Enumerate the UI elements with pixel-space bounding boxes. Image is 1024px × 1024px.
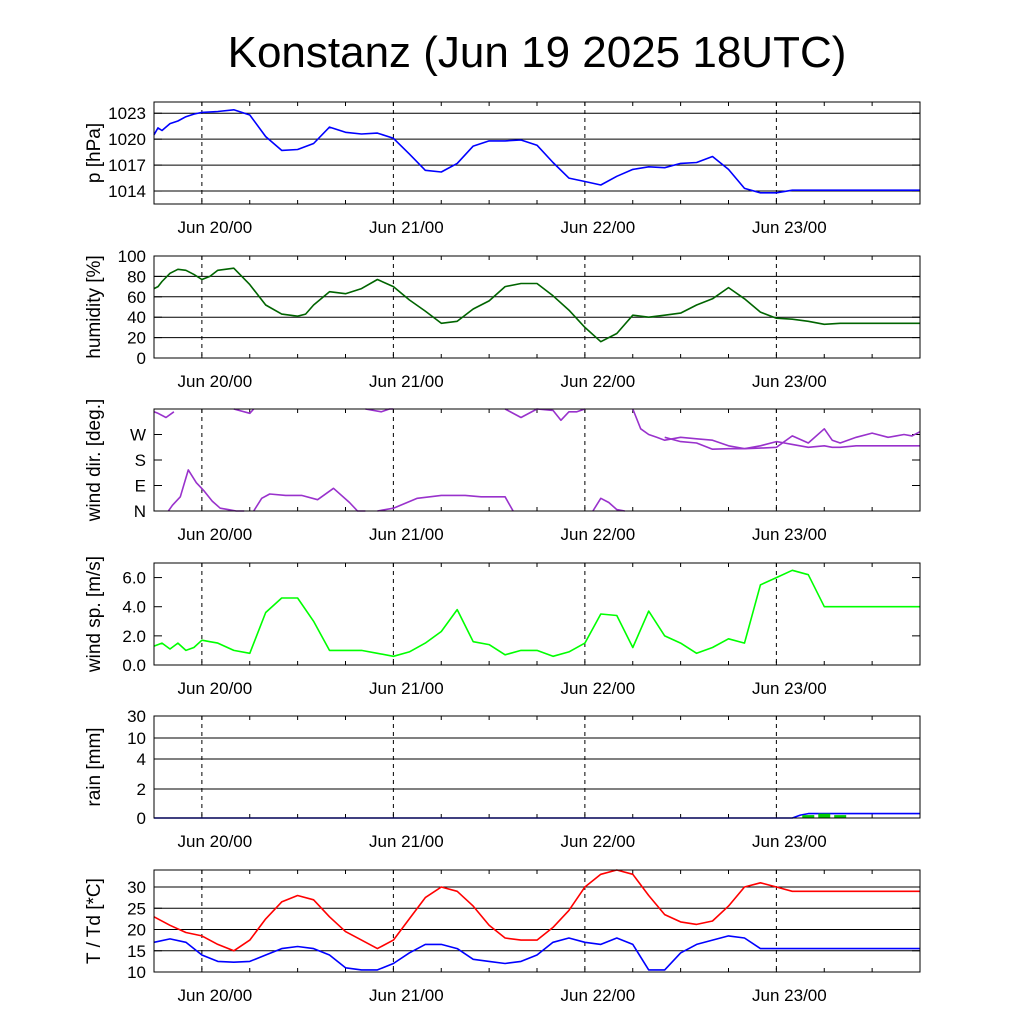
y-tick-label: N xyxy=(134,502,146,521)
series-line-0-0 xyxy=(153,411,175,419)
panel-temperature: 10 15 20 25 30 Jun 20/00 Jun 21/00 Jun 22/00 Jun… xyxy=(84,869,921,1005)
y-tick-label: 1020 xyxy=(108,130,146,149)
x-tick-label: Jun 21/00 xyxy=(369,218,444,237)
y-tick-label: 6.0 xyxy=(122,569,146,588)
y-tick-label: 100 xyxy=(118,247,146,266)
series-line-0-5 xyxy=(377,494,514,512)
x-tick-label: Jun 23/00 xyxy=(752,832,827,851)
x-tick-label: Jun 20/00 xyxy=(178,372,253,391)
x-tick-label: Jun 20/00 xyxy=(178,525,253,544)
x-tick-label: Jun 23/00 xyxy=(752,679,827,698)
rain-bar xyxy=(802,815,815,818)
x-tick-label: Jun 20/00 xyxy=(178,986,253,1005)
y-axis-label: wind dir. [deg.] xyxy=(84,399,105,523)
series-line-1-0 xyxy=(153,935,920,971)
x-tick-label: Jun 22/00 xyxy=(561,372,636,391)
plot-frame xyxy=(153,101,921,205)
series-line-0-8 xyxy=(632,408,920,450)
y-tick-label: E xyxy=(135,477,146,496)
plot-frame xyxy=(153,869,921,973)
rain-bar xyxy=(818,813,831,818)
y-tick-label: 30 xyxy=(127,878,146,897)
x-tick-label: Jun 21/00 xyxy=(369,986,444,1005)
y-tick-label: 4.0 xyxy=(122,598,146,617)
y-axis-label: humidity [%] xyxy=(84,255,105,358)
y-tick-label: 10 xyxy=(127,729,146,748)
series-line-0-0 xyxy=(153,869,920,952)
series-line-0-7 xyxy=(592,497,625,512)
y-tick-label: 25 xyxy=(127,899,146,918)
x-tick-label: Jun 22/00 xyxy=(561,986,636,1005)
series-line-0-1 xyxy=(167,469,245,512)
x-tick-label: Jun 23/00 xyxy=(752,372,827,391)
y-tick-label: 1023 xyxy=(108,104,146,123)
y-tick-label: 30 xyxy=(127,707,146,726)
y-axis-label: p [hPa] xyxy=(84,123,105,183)
y-tick-label: 80 xyxy=(127,267,146,286)
x-tick-label: Jun 22/00 xyxy=(561,218,636,237)
series-line-0-3 xyxy=(253,487,366,512)
y-tick-label: 2.0 xyxy=(122,627,146,646)
y-tick-label: 20 xyxy=(127,329,146,348)
y-tick-label: 1014 xyxy=(108,182,146,201)
y-tick-label: 10 xyxy=(127,963,146,982)
plot-frame xyxy=(153,562,921,666)
x-tick-label: Jun 23/00 xyxy=(752,218,827,237)
series-line-0-0 xyxy=(153,569,920,658)
x-tick-label: Jun 22/00 xyxy=(561,525,636,544)
y-tick-label: 0.0 xyxy=(122,656,146,675)
x-tick-label: Jun 22/00 xyxy=(561,679,636,698)
y-tick-label: 40 xyxy=(127,308,146,327)
x-tick-label: Jun 21/00 xyxy=(369,679,444,698)
y-axis-label: T / Td [*C] xyxy=(84,878,105,964)
plot-frame xyxy=(153,408,921,512)
y-tick-label: 0 xyxy=(137,349,146,368)
y-tick-label: 15 xyxy=(127,942,146,961)
plot-frame xyxy=(153,255,921,359)
y-axis-label: wind sp. [m/s] xyxy=(84,556,105,673)
y-tick-label: S xyxy=(135,451,146,470)
x-tick-label: Jun 21/00 xyxy=(369,372,444,391)
plot-frame xyxy=(153,715,921,819)
series-line-0-6 xyxy=(504,408,586,422)
x-tick-label: Jun 20/00 xyxy=(178,832,253,851)
series-line-0-0 xyxy=(153,267,920,343)
y-tick-label: 60 xyxy=(127,288,146,307)
y-axis-label: rain [mm] xyxy=(84,727,105,806)
x-tick-label: Jun 21/00 xyxy=(369,832,444,851)
x-tick-label: Jun 20/00 xyxy=(178,218,253,237)
y-tick-label: 4 xyxy=(137,750,146,769)
series-line-0-0 xyxy=(153,109,920,194)
panel-rain: 0 2 4 10 30 Jun 20/00 Jun 21/00 Jun 22/00 Jun 23… xyxy=(84,707,921,851)
chart-title: Konstanz (Jun 19 2025 18UTC) xyxy=(228,28,847,77)
y-tick-label: 20 xyxy=(127,921,146,940)
series-line-0-9 xyxy=(664,427,921,451)
rain-bar xyxy=(834,815,847,818)
y-tick-label: W xyxy=(130,426,146,445)
panel-wind_speed: 0.0 2.0 4.0 6.0 Jun 20/00 Jun 21/00 Jun 22/00 J… xyxy=(84,556,921,698)
panel-pressure: 1014 1017 1020 1023 Jun 20/00 Jun 21/00 Jun 22… xyxy=(84,101,921,237)
x-tick-label: Jun 23/00 xyxy=(752,525,827,544)
x-tick-label: Jun 20/00 xyxy=(178,679,253,698)
series-line-0-2 xyxy=(233,408,255,415)
y-tick-label: 0 xyxy=(137,809,146,828)
y-tick-label: 1017 xyxy=(108,156,146,175)
x-tick-label: Jun 23/00 xyxy=(752,986,827,1005)
y-tick-label: 2 xyxy=(137,780,146,799)
x-tick-label: Jun 21/00 xyxy=(369,525,444,544)
x-tick-label: Jun 22/00 xyxy=(561,832,636,851)
